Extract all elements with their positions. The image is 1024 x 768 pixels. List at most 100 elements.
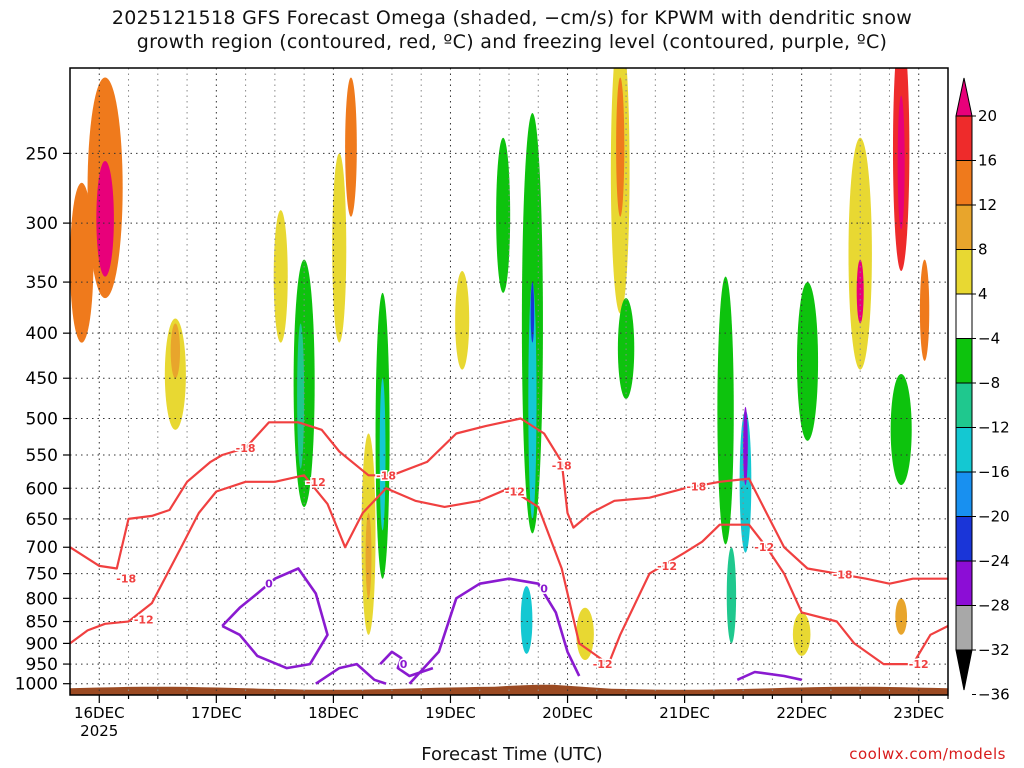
freezing-label: 0	[540, 583, 548, 596]
contour-label-layer: -18 -18 -18 -18 -18 -18 -12 -12 -12 -12 -12 -12 -12 0…	[115, 440, 930, 672]
colorbar-label: 4	[978, 285, 988, 303]
omega-cell-18	[530, 282, 535, 343]
x-tick-label-16DEC: 16DEC	[74, 704, 125, 722]
colorbar-swatch-2	[955, 160, 973, 206]
dgz-label: -12	[754, 541, 774, 554]
dgz-contour-1	[70, 474, 948, 666]
omega-cell-2	[70, 182, 94, 343]
y-axis: 2503003504004505005506006507007508008509…	[15, 144, 70, 695]
dgz-label: -12	[134, 613, 154, 626]
freezing-label: 0	[400, 658, 408, 671]
colorbar-swatch-3	[955, 204, 973, 250]
y-tick-label-550: 550	[26, 446, 58, 466]
dgz-label: -18	[376, 469, 396, 482]
omega-shading-layer	[70, 68, 930, 661]
colorbar-swatch-6	[955, 338, 973, 384]
y-tick-label-750: 750	[26, 565, 58, 585]
y-tick-label-700: 700	[26, 538, 58, 558]
omega-cell-1	[96, 160, 114, 277]
y-tick-label-450: 450	[26, 369, 58, 389]
omega-cell-19	[520, 586, 533, 654]
dgz-label: -12	[505, 485, 525, 498]
colorbar-swatch-8	[955, 427, 973, 473]
colorbar-label: −4	[978, 330, 1000, 348]
y-tick-label-800: 800	[26, 589, 58, 609]
dgz-label: -12	[657, 560, 677, 573]
colorbar-label: −16	[978, 463, 1010, 481]
omega-cell-10	[365, 512, 372, 599]
dgz-label: -18	[552, 459, 572, 472]
freezing-contour-3	[408, 577, 581, 685]
omega-cell-34	[890, 373, 912, 486]
omega-cell-17	[528, 282, 537, 519]
omega-cell-33	[897, 95, 905, 230]
dgz-label: -18	[686, 480, 706, 493]
omega-cell-22	[616, 77, 625, 217]
omega-cell-12	[379, 378, 386, 531]
dgz-label: -12	[306, 476, 326, 489]
y-tick-label-600: 600	[26, 479, 58, 499]
chart-title-line1: 2025121518 GFS Forecast Omega (shaded, −…	[111, 7, 913, 29]
colorbar-label: −12	[978, 419, 1010, 437]
omega-cell-8	[332, 153, 347, 343]
omega-cell-20	[576, 607, 594, 661]
dgz-label: -12	[593, 658, 613, 671]
omega-cell-7	[297, 323, 305, 469]
omega-cell-27	[726, 547, 737, 644]
omega-cell-5	[273, 210, 288, 343]
colorbar-swatch-11	[955, 560, 973, 606]
omega-cell-29	[792, 612, 811, 656]
y-tick-label-900: 900	[26, 634, 58, 654]
x-tick-label-20DEC: 20DEC	[542, 704, 593, 722]
colorbar-bottom-arrow	[955, 649, 973, 691]
x-tick-label-23DEC: 23DEC	[893, 704, 944, 722]
colorbar-swatch-5	[955, 293, 973, 339]
x-tick-label-19DEC: 19DEC	[425, 704, 476, 722]
chart-title: 2025121518 GFS Forecast Omega (shaded, −…	[0, 6, 1024, 54]
y-tick-label-300: 300	[26, 214, 58, 234]
colorbar-label: −20	[978, 508, 1010, 526]
colorbar-label: 16	[978, 152, 997, 170]
freezing-contour-0	[221, 567, 329, 670]
colorbar-swatch-9	[955, 471, 973, 517]
colorbar-swatch-12	[955, 605, 973, 651]
omega-cell-30	[848, 137, 872, 370]
y-tick-label-350: 350	[26, 273, 58, 293]
omega-cell-31	[856, 259, 864, 324]
grid-layer	[70, 68, 948, 695]
contour-layer	[70, 417, 948, 685]
dgz-label: -18	[236, 442, 256, 455]
x-axis-title: Forecast Time (UTC)	[421, 744, 603, 765]
omega-cell-28	[796, 282, 819, 441]
omega-cell-4	[170, 323, 181, 379]
y-tick-label-1000: 1000	[15, 675, 58, 695]
colorbar-swatch-1	[955, 115, 973, 161]
x-tick-label-22DEC: 22DEC	[776, 704, 827, 722]
freezing-contour-1	[315, 662, 387, 685]
colorbar-label: 20	[978, 107, 997, 125]
colorbar-swatch-4	[955, 249, 973, 295]
dgz-contour-0	[70, 417, 948, 585]
colorbar-label: −24	[978, 552, 1010, 570]
omega-cell-15	[496, 137, 511, 293]
omega-cell-13	[345, 77, 357, 217]
omega-cell-14	[455, 270, 470, 370]
dgz-label: -18	[833, 569, 853, 582]
colorbar-top-arrow	[955, 77, 973, 117]
omega-cell-24	[717, 276, 734, 545]
colorbar-label: 12	[978, 196, 997, 214]
omega-cell-26	[743, 406, 748, 486]
credit-link[interactable]: coolwx.com/models	[849, 745, 1006, 763]
omega-cell-36	[919, 259, 930, 361]
colorbar: 20 16 12 8 4 −4 −8 −12 −16 −20 −24 −28 −32 −36	[955, 77, 1010, 704]
colorbar-label: −36	[978, 686, 1010, 704]
freezing-contour-2	[379, 650, 434, 678]
colorbar-label: −8	[978, 374, 1000, 392]
y-tick-label-250: 250	[26, 144, 58, 164]
colorbar-label: −28	[978, 597, 1010, 615]
y-tick-label-400: 400	[26, 324, 58, 344]
omega-cell-35	[895, 598, 908, 635]
colorbar-swatch-7	[955, 382, 973, 428]
y-tick-label-950: 950	[26, 655, 58, 675]
